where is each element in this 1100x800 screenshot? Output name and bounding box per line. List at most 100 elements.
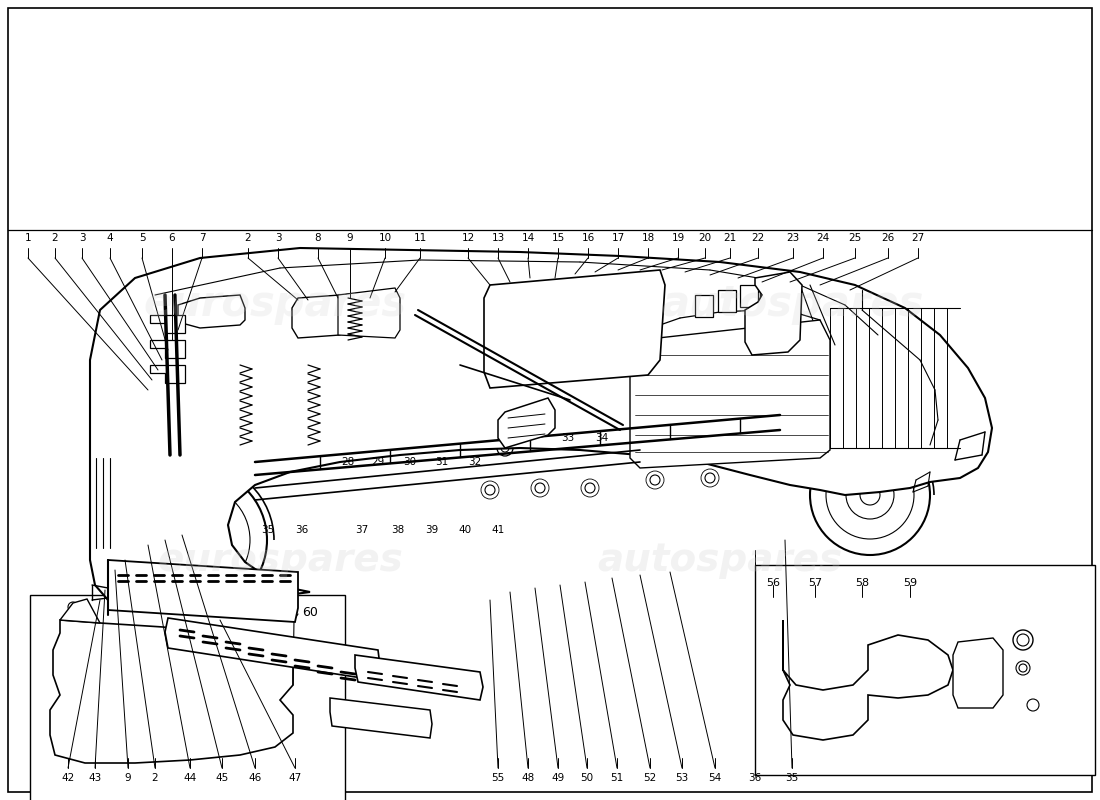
Polygon shape xyxy=(150,340,185,358)
Polygon shape xyxy=(60,599,100,623)
Text: 29: 29 xyxy=(372,457,385,467)
Polygon shape xyxy=(178,295,245,328)
Text: 13: 13 xyxy=(492,233,505,243)
Text: 34: 34 xyxy=(595,433,608,443)
Text: 21: 21 xyxy=(724,233,737,243)
Text: 51: 51 xyxy=(610,773,624,783)
Ellipse shape xyxy=(621,362,649,384)
Text: 40: 40 xyxy=(459,525,472,535)
Polygon shape xyxy=(150,365,185,383)
Ellipse shape xyxy=(610,302,639,324)
Ellipse shape xyxy=(536,322,564,344)
Text: 37: 37 xyxy=(355,525,368,535)
Text: eurospares: eurospares xyxy=(143,283,407,325)
Text: autospares: autospares xyxy=(597,541,843,579)
Polygon shape xyxy=(150,315,185,333)
Ellipse shape xyxy=(66,676,88,704)
Text: 31: 31 xyxy=(436,457,449,467)
Text: 10: 10 xyxy=(378,233,392,243)
Polygon shape xyxy=(745,272,802,355)
Text: 32: 32 xyxy=(469,457,482,467)
Text: 15: 15 xyxy=(551,233,564,243)
Text: 39: 39 xyxy=(426,525,439,535)
Text: 26: 26 xyxy=(881,233,894,243)
Text: autospares: autospares xyxy=(661,283,923,325)
Text: 7: 7 xyxy=(199,233,206,243)
Text: 28: 28 xyxy=(341,457,354,467)
Polygon shape xyxy=(783,620,953,740)
Text: 43: 43 xyxy=(88,773,101,783)
Text: 50: 50 xyxy=(581,773,594,783)
Text: 6: 6 xyxy=(168,233,175,243)
Polygon shape xyxy=(292,295,342,338)
Text: 56: 56 xyxy=(766,578,780,588)
Text: 8: 8 xyxy=(315,233,321,243)
Text: 35: 35 xyxy=(785,773,799,783)
Ellipse shape xyxy=(238,643,263,671)
Text: 44: 44 xyxy=(184,773,197,783)
Polygon shape xyxy=(718,290,736,312)
Text: 42: 42 xyxy=(62,773,75,783)
Ellipse shape xyxy=(118,677,148,709)
Polygon shape xyxy=(165,618,380,680)
Ellipse shape xyxy=(66,716,88,744)
Text: 41: 41 xyxy=(492,525,505,535)
Polygon shape xyxy=(50,620,293,763)
Text: 57: 57 xyxy=(807,578,822,588)
Ellipse shape xyxy=(177,677,209,709)
Ellipse shape xyxy=(496,317,524,339)
Ellipse shape xyxy=(616,332,644,354)
Text: 24: 24 xyxy=(816,233,829,243)
Text: 20: 20 xyxy=(698,233,712,243)
Text: 58: 58 xyxy=(855,578,869,588)
Text: 45: 45 xyxy=(216,773,229,783)
Text: 2: 2 xyxy=(244,233,251,243)
Ellipse shape xyxy=(491,287,519,309)
Text: 49: 49 xyxy=(551,773,564,783)
Ellipse shape xyxy=(118,717,148,749)
Bar xyxy=(90,455,116,550)
Polygon shape xyxy=(330,698,432,738)
Text: 3: 3 xyxy=(79,233,86,243)
Text: 5: 5 xyxy=(139,233,145,243)
Text: 35: 35 xyxy=(262,525,275,535)
Text: 3: 3 xyxy=(275,233,282,243)
Polygon shape xyxy=(695,295,713,317)
Text: 48: 48 xyxy=(521,773,535,783)
Text: 2: 2 xyxy=(52,233,58,243)
Ellipse shape xyxy=(571,297,600,319)
Text: 2: 2 xyxy=(152,773,158,783)
Text: 52: 52 xyxy=(644,773,657,783)
Text: 55: 55 xyxy=(492,773,505,783)
Ellipse shape xyxy=(500,347,529,369)
Text: 18: 18 xyxy=(641,233,654,243)
Text: 22: 22 xyxy=(751,233,764,243)
Ellipse shape xyxy=(576,327,604,349)
Text: 14: 14 xyxy=(521,233,535,243)
Polygon shape xyxy=(108,560,298,622)
Text: 33: 33 xyxy=(561,433,574,443)
Text: 25: 25 xyxy=(848,233,861,243)
Text: eurospares: eurospares xyxy=(157,541,403,579)
Text: 11: 11 xyxy=(414,233,427,243)
Ellipse shape xyxy=(177,717,209,749)
Text: 9: 9 xyxy=(346,233,353,243)
Polygon shape xyxy=(630,320,830,468)
Text: 59: 59 xyxy=(903,578,917,588)
Polygon shape xyxy=(498,398,556,448)
Polygon shape xyxy=(953,638,1003,708)
Ellipse shape xyxy=(238,703,263,731)
Text: 4: 4 xyxy=(107,233,113,243)
Polygon shape xyxy=(760,282,778,304)
Text: 38: 38 xyxy=(392,525,405,535)
Polygon shape xyxy=(90,248,992,610)
Text: 46: 46 xyxy=(249,773,262,783)
Text: 9: 9 xyxy=(124,773,131,783)
Polygon shape xyxy=(484,270,666,388)
Text: 53: 53 xyxy=(675,773,689,783)
Text: 27: 27 xyxy=(912,233,925,243)
Text: 19: 19 xyxy=(671,233,684,243)
Polygon shape xyxy=(740,285,758,307)
Text: 36: 36 xyxy=(748,773,761,783)
Bar xyxy=(755,565,1094,775)
